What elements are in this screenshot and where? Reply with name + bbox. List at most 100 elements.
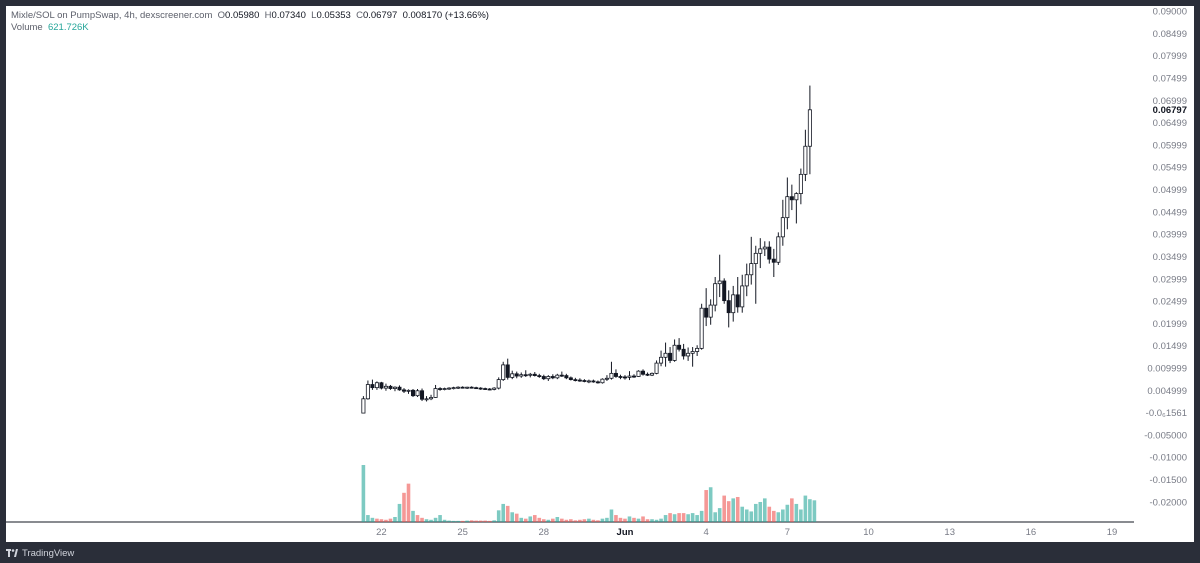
candle-body	[424, 398, 429, 401]
volume-bar	[415, 515, 420, 522]
candle-body	[677, 344, 682, 350]
candle-body	[771, 258, 776, 263]
volume-bar	[654, 519, 659, 522]
volume-bar	[573, 520, 578, 522]
candle-body	[627, 375, 632, 378]
volume-bar	[555, 516, 560, 522]
candle-body	[442, 388, 447, 390]
volume-bar	[474, 520, 478, 522]
candle-body	[541, 376, 546, 380]
candle-body	[613, 372, 618, 377]
candle-body	[550, 376, 555, 379]
candle-body	[803, 145, 808, 175]
volume-bar	[375, 518, 379, 522]
candle-body	[717, 280, 722, 285]
candle-body	[798, 173, 803, 194]
volume-bar	[487, 520, 492, 522]
candle-body	[510, 373, 515, 378]
volume-bar	[623, 518, 627, 522]
volume-bar	[569, 519, 573, 522]
time-tick-label: 19	[1107, 527, 1118, 538]
volume-bar	[663, 515, 668, 522]
price-tick-label: 0.03499	[1153, 252, 1187, 263]
chart-panel[interactable]: Mixle/SOL on PumpSwap, 4h, dexscreener.c…	[6, 6, 1194, 542]
candle-body	[564, 375, 569, 379]
candle-body	[663, 352, 668, 358]
candle-body	[401, 389, 406, 392]
candle-body	[636, 370, 641, 377]
volume-bar	[731, 498, 736, 522]
candle-body	[383, 385, 388, 389]
volume-bar	[370, 517, 375, 522]
volume-bar	[528, 516, 533, 522]
volume-bar	[532, 515, 537, 522]
price-tick-label: -0.01500	[1149, 475, 1187, 486]
brand-label[interactable]: TradingView	[22, 547, 75, 559]
candle-body	[789, 196, 794, 201]
close-value: 0.06797	[362, 10, 398, 21]
candle-body	[451, 387, 456, 390]
volume-value: 621.726K	[47, 22, 89, 33]
price-tick-label: 0.06499	[1153, 118, 1187, 129]
price-tick-label: 0.05999	[1153, 140, 1187, 151]
time-tick-label: 28	[539, 527, 550, 538]
volume-bar	[717, 508, 722, 522]
volume-bar	[582, 519, 587, 522]
candle-body	[505, 364, 510, 378]
price-tick-label: 0.05499	[1153, 163, 1187, 174]
candle-body	[713, 283, 718, 306]
candle-body	[586, 380, 591, 383]
candle-body	[708, 304, 713, 318]
price-tick-label: 0.04999	[1153, 185, 1187, 196]
volume-bar	[411, 510, 415, 522]
volume-bar	[591, 519, 596, 522]
ohlc-line: Mixle/SOL on PumpSwap, 4h, dexscreener.c…	[11, 10, 489, 22]
volume-bar	[519, 517, 524, 522]
candle-body	[388, 385, 393, 389]
price-tick-label: 0.09000	[1153, 7, 1187, 18]
volume-bar	[808, 499, 812, 522]
candle-body	[618, 376, 623, 378]
volume-bar	[627, 516, 632, 522]
price-tick-label: 0.02999	[1153, 274, 1187, 285]
candle-body	[392, 386, 397, 389]
volume-bar	[812, 500, 817, 522]
high-value: 0.07340	[271, 10, 306, 21]
candle-body	[496, 379, 501, 389]
candle-body	[514, 373, 519, 377]
volume-bar	[388, 518, 393, 522]
volume-bar	[605, 517, 609, 522]
candle-body	[785, 196, 790, 219]
volume-bar	[609, 509, 614, 522]
price-tick-label: -0.02000	[1149, 497, 1187, 508]
tradingview-logo-icon[interactable]	[6, 549, 18, 557]
candle-body	[794, 193, 799, 201]
candle-body	[807, 109, 812, 147]
volume-bar	[618, 517, 623, 522]
volume-bar	[735, 496, 740, 522]
volume-bar	[659, 518, 663, 522]
volume-bar	[379, 519, 384, 522]
change-value: 0.008170 (+13.66%)	[402, 10, 489, 21]
candle-body	[438, 388, 443, 390]
candle-body	[456, 386, 461, 389]
volume-bar	[790, 498, 794, 522]
candle-body	[704, 307, 709, 318]
high-label: H	[264, 10, 272, 21]
volume-bar	[776, 512, 781, 522]
candle-body	[501, 364, 506, 381]
close-label: C	[356, 10, 363, 21]
volume-bar	[564, 519, 569, 522]
price-tick-label: 0.02499	[1153, 297, 1187, 308]
candle-body	[604, 377, 609, 380]
volume-bar	[420, 517, 424, 522]
candle-body	[460, 386, 465, 389]
candle-body	[632, 375, 637, 378]
candlestick-chart[interactable]: 0.09000 0.08499 0.07999 0.07499 0.06999 0.064…	[6, 6, 1194, 542]
volume-bar	[397, 503, 402, 522]
open-value: 0.05980	[225, 10, 260, 21]
candle-body	[577, 379, 582, 382]
candle-body	[559, 374, 564, 377]
candle-body	[758, 248, 763, 254]
volume-bar	[636, 518, 641, 522]
